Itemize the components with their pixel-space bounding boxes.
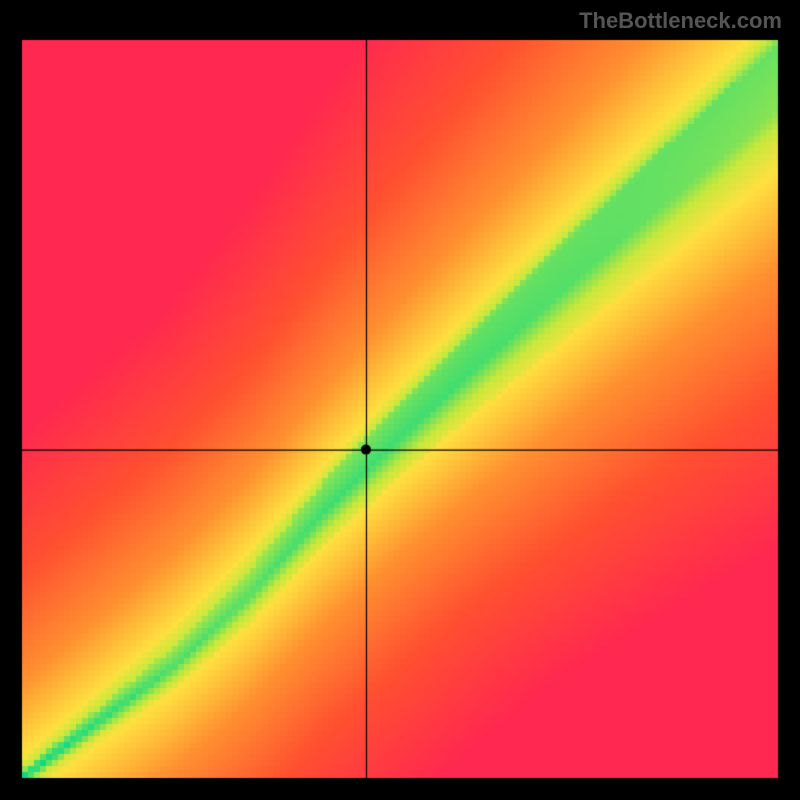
watermark-text: TheBottleneck.com bbox=[579, 8, 782, 34]
bottleneck-heatmap bbox=[0, 0, 800, 800]
chart-container: TheBottleneck.com bbox=[0, 0, 800, 800]
